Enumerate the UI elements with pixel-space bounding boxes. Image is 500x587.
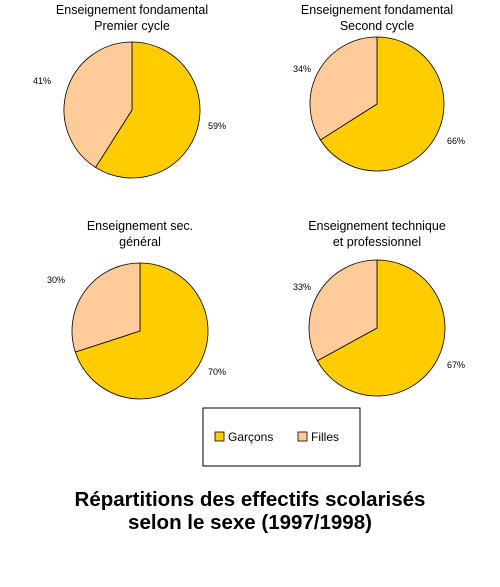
figure-caption: Répartitions des effectifs scolarisés se…: [0, 488, 500, 534]
legend-label-filles: Filles: [311, 430, 339, 444]
pie-slice-filles: [63, 41, 133, 168]
caption-line-2: selon le sexe (1997/1998): [128, 511, 372, 534]
legend-swatch-filles: [297, 431, 308, 442]
legend-swatch-garcons: [214, 431, 225, 442]
pie-data-label-garcons: 66%: [447, 136, 465, 146]
pie-slice-garcons: [319, 36, 445, 172]
legend-box: [202, 407, 361, 467]
pie-title-line-2: Premier cycle: [94, 19, 170, 33]
legend-label-garcons: Garçons: [228, 430, 273, 444]
pie-title-line-2: et professionnel: [333, 235, 421, 249]
pie-title-line-2: général: [119, 235, 161, 249]
pie-slice-filles: [71, 262, 141, 353]
pie-slice-garcons: [95, 41, 201, 179]
pie-data-label-filles: 34%: [293, 64, 311, 74]
pie-chart-3: Enseignement sec. général 70% 30%: [47, 219, 226, 400]
pie-chart-1: Enseignement fondamental Premier cycle 59%…: [33, 3, 226, 179]
legend: Garçons Filles: [202, 407, 361, 467]
pie-data-label-filles: 30%: [47, 275, 65, 285]
pie-data-label-garcons: 67%: [447, 360, 465, 370]
pie-title-line-2: Second cycle: [340, 19, 414, 33]
pie-data-label-filles: 33%: [293, 282, 311, 292]
pie-data-label-filles: 41%: [33, 76, 51, 86]
pie-data-label-garcons: 70%: [208, 367, 226, 377]
pie-slice-garcons: [316, 259, 446, 397]
caption-line-1: Répartitions des effectifs scolarisés: [74, 488, 426, 511]
pie-data-label-garcons: 59%: [208, 121, 226, 131]
pie-title-line-1: Enseignement fondamental: [301, 3, 453, 17]
pie-slice-filles: [309, 36, 378, 141]
pie-chart-4: Enseignement technique et professionnel 67…: [293, 219, 465, 397]
pie-title-line-1: Enseignement sec.: [87, 219, 193, 233]
charts-group: Enseignement fondamental Premier cycle 59%…: [33, 3, 465, 400]
pie-title-line-1: Enseignement technique: [308, 219, 446, 233]
pie-title-line-1: Enseignement fondamental: [56, 3, 208, 17]
pie-slice-filles: [308, 259, 378, 362]
pie-chart-2: Enseignement fondamental Second cycle 66% 3…: [293, 3, 465, 172]
pie-slice-garcons: [74, 262, 209, 400]
